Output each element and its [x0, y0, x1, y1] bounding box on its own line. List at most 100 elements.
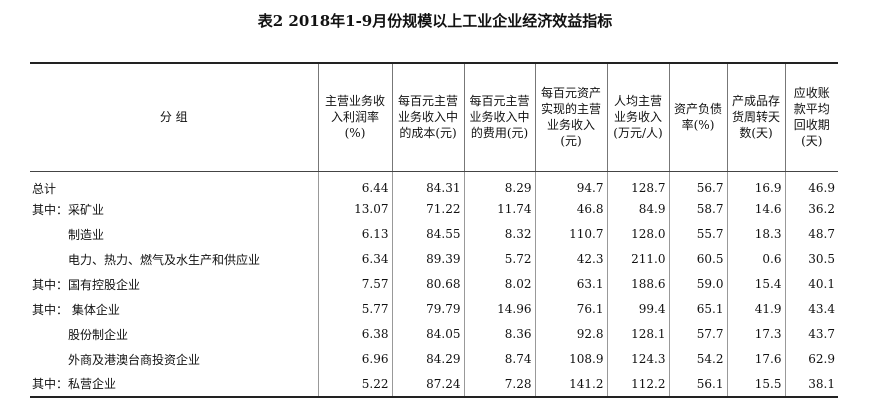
header-cell: 资产负债率(%)	[668, 62, 727, 172]
table-row: 其中：私营企业 5.22 87.24 7.28 141.2 112.2 56.1 15.5 38…	[30, 371, 838, 398]
value-cell: 5.22	[317, 371, 392, 398]
value-cell: 128.1	[606, 321, 669, 347]
value-cell: 6.96	[317, 346, 392, 372]
value-cell: 0.6	[726, 246, 785, 272]
value-cell: 5.72	[463, 246, 535, 272]
value-cell: 6.34	[317, 246, 392, 272]
value-cell: 94.7	[534, 171, 607, 197]
value-cell: 63.1	[534, 271, 607, 297]
value-cell: 128.0	[606, 221, 669, 247]
value-cell: 17.3	[726, 321, 785, 347]
row-label: 其中：采矿业	[32, 202, 105, 217]
value-cell: 7.57	[317, 271, 392, 297]
value-cell: 5.77	[317, 296, 392, 322]
value-cell: 76.1	[534, 296, 607, 322]
value-cell: 84.05	[391, 321, 464, 347]
value-cell: 17.6	[726, 346, 785, 372]
value-cell: 62.9	[784, 346, 838, 372]
value-cell: 128.7	[606, 171, 669, 197]
value-cell: 15.4	[726, 271, 785, 297]
row-label: 电力、热力、燃气及水生产和供应业	[68, 252, 261, 267]
value-cell: 8.32	[463, 221, 535, 247]
value-cell: 211.0	[606, 246, 669, 272]
value-cell: 56.1	[668, 371, 727, 398]
value-cell: 46.9	[784, 171, 838, 197]
header-cell: 人均主营业务收入(万元/人)	[606, 62, 669, 172]
value-cell: 112.2	[606, 371, 669, 398]
value-cell: 46.8	[534, 196, 607, 222]
value-cell: 14.96	[463, 296, 535, 322]
header-cell: 产成品存货周转天数(天)	[726, 62, 785, 172]
value-cell: 65.1	[668, 296, 727, 322]
table-row: 总计 6.44 84.31 8.29 94.7 128.7 56.7 16.9 46.9	[30, 171, 838, 197]
value-cell: 84.31	[391, 171, 464, 197]
value-cell: 108.9	[534, 346, 607, 372]
value-cell: 124.3	[606, 346, 669, 372]
value-cell: 43.7	[784, 321, 838, 347]
value-cell: 42.3	[534, 246, 607, 272]
header-cell: 每百元主营业务收入中的费用(元)	[463, 62, 535, 172]
value-cell: 57.7	[668, 321, 727, 347]
value-cell: 15.5	[726, 371, 785, 398]
row-label: 总计	[32, 181, 57, 196]
value-cell: 8.29	[463, 171, 535, 197]
value-cell: 11.74	[463, 196, 535, 222]
value-cell: 84.29	[391, 346, 464, 372]
header-cell: 每百元主营业务收入中的成本(元)	[391, 62, 464, 172]
value-cell: 18.3	[726, 221, 785, 247]
value-cell: 188.6	[606, 271, 669, 297]
table-row: 其中：国有控股企业 7.57 80.68 8.02 63.1 188.6 59.0 15.4 4…	[30, 271, 838, 297]
value-cell: 58.7	[668, 196, 727, 222]
value-cell: 80.68	[391, 271, 464, 297]
value-cell: 6.38	[317, 321, 392, 347]
value-cell: 16.9	[726, 171, 785, 197]
data-table: 分 组主营业务收入利润率(%) 每百元主营业务收入中的成本(元) 每百元主营业务收入…	[30, 62, 838, 398]
value-cell: 43.4	[784, 296, 838, 322]
value-cell: 36.2	[784, 196, 838, 222]
value-cell: 30.5	[784, 246, 838, 272]
header-cell: 主营业务收入利润率(%)	[317, 62, 392, 172]
value-cell: 6.13	[317, 221, 392, 247]
value-cell: 79.79	[391, 296, 464, 322]
value-cell: 38.1	[784, 371, 838, 398]
header-cell: 每百元资产实现的主营业务收入(元)	[534, 62, 607, 172]
value-cell: 56.7	[668, 171, 727, 197]
row-label: 其中：私营企业	[30, 371, 318, 398]
table-body: 总计 6.44 84.31 8.29 94.7 128.7 56.7 16.9 46.9 其中：采…	[30, 171, 838, 398]
row-label: 其中： 集体企业	[32, 302, 120, 317]
value-cell: 7.28	[463, 371, 535, 398]
value-cell: 84.55	[391, 221, 464, 247]
row-label: 制造业	[68, 227, 105, 242]
value-cell: 13.07	[317, 196, 392, 222]
value-cell: 8.36	[463, 321, 535, 347]
value-cell: 8.74	[463, 346, 535, 372]
row-label: 其中：国有控股企业	[32, 277, 141, 292]
value-cell: 41.9	[726, 296, 785, 322]
table-row: 其中：采矿业 13.07 71.22 11.74 46.8 84.9 58.7 14.6 36.…	[30, 196, 838, 222]
table-row: 股份制企业 6.38 84.05 8.36 92.8 128.1 57.7 17.3 43.7	[30, 321, 838, 347]
value-cell: 6.44	[317, 171, 392, 197]
value-cell: 60.5	[668, 246, 727, 272]
value-cell: 14.6	[726, 196, 785, 222]
table-row: 制造业 6.13 84.55 8.32 110.7 128.0 55.7 18.3 48.7	[30, 221, 838, 247]
row-label: 股份制企业	[68, 327, 129, 342]
table-title: 表2 2018年1-9月份规模以上工业企业经济效益指标	[257, 12, 613, 30]
value-cell: 87.24	[391, 371, 464, 398]
table-row: 外商及港澳台商投资企业 6.96 84.29 8.74 108.9 124.3 54.2 17…	[30, 346, 838, 372]
value-cell: 92.8	[534, 321, 607, 347]
row-label: 外商及港澳台商投资企业	[68, 352, 201, 367]
value-cell: 59.0	[668, 271, 727, 297]
value-cell: 55.7	[668, 221, 727, 247]
table-row: 电力、热力、燃气及水生产和供应业 6.34 89.39 5.72 42.3 211.0 60…	[30, 246, 838, 272]
header-cell: 分 组	[30, 62, 318, 172]
table-header: 分 组主营业务收入利润率(%) 每百元主营业务收入中的成本(元) 每百元主营业务收入…	[30, 62, 838, 172]
header-row: 分 组主营业务收入利润率(%) 每百元主营业务收入中的成本(元) 每百元主营业务收入…	[30, 62, 838, 172]
value-cell: 99.4	[606, 296, 669, 322]
value-cell: 48.7	[784, 221, 838, 247]
value-cell: 71.22	[391, 196, 464, 222]
table-row: 其中： 集体企业 5.77 79.79 14.96 76.1 99.4 65.1 41.9 43…	[30, 296, 838, 322]
value-cell: 54.2	[668, 346, 727, 372]
value-cell: 141.2	[534, 371, 607, 398]
value-cell: 110.7	[534, 221, 607, 247]
